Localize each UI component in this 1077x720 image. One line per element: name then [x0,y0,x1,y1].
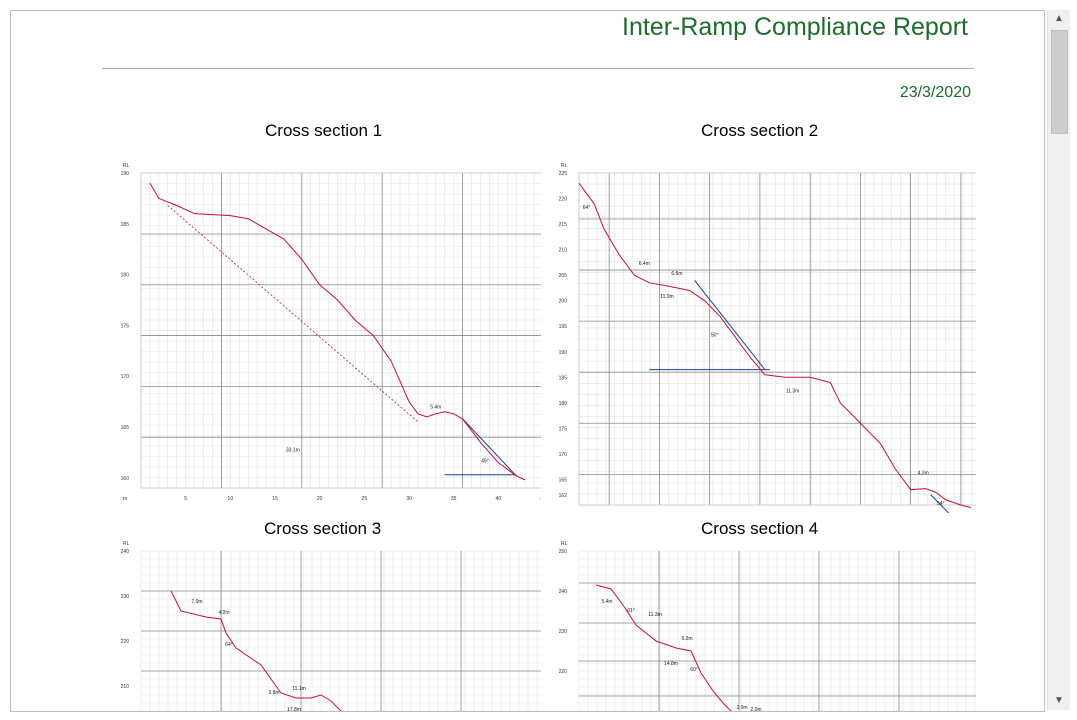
y-tick-label: 205 [559,273,568,279]
y-tick-label: 230 [559,629,568,635]
vertical-scrollbar[interactable]: ▲ ▼ [1047,10,1070,710]
y-tick-label: 215 [559,222,568,228]
y-tick-label: 165 [121,425,130,431]
scroll-down-arrow-icon[interactable]: ▼ [1054,695,1064,706]
measurement-label: 5.4m [430,405,441,411]
report-date: 23/3/2020 [899,84,971,101]
measurement-label: 5.4m [601,599,612,605]
y-tick-label: 180 [121,273,130,279]
x-tick-label: 5 [184,496,187,501]
measurement-label: 33.1m [286,447,300,453]
y-axis-label: RL [561,541,568,547]
y-tick-label: 160 [121,476,130,482]
x-tick-label: 40 [496,496,502,501]
measurement-label: 11.0m [660,294,674,300]
y-tick-label: 185 [559,375,568,381]
y-axis-label: RL [561,163,568,169]
measurement-label: 49° [481,459,489,465]
measurement-label: 61° [627,608,635,614]
measurement-label: 11.3m [786,389,800,395]
x-axis-label: m [123,496,127,501]
x-tick-label: 30 [406,496,412,501]
x-tick-label: 25 [362,496,368,501]
y-tick-label: 210 [559,248,568,254]
profile-series [170,590,342,711]
measurement-label: 6.5m [671,271,682,277]
y-tick-label: 175 [559,426,568,432]
measurement-label: 7.0m [191,599,202,605]
measurement-label: 64° [225,642,233,648]
y-tick-label: 200 [559,299,568,305]
y-tick-label: 225 [559,171,568,177]
cross-section-1-chart: 5 10 15 20 25 30 35 40 45 160 165 170 175 180 185 190 m R… [121,163,541,501]
cross-section-3-chart: RL 210 220 230 240 7.0m 4.2m 64° 3.8m 11.1m 17.8m [121,541,541,711]
measurement-label: 11.1m [292,686,306,692]
profile-series [149,182,526,481]
profile-series [578,182,972,509]
x-tick-label: 10 [228,496,234,501]
y-tick-label: 210 [121,684,130,690]
measurement-line [694,279,766,370]
title-divider [102,68,974,69]
measurement-line [462,418,517,477]
measurement-label: 64° [583,205,591,211]
y-tick-label: 250 [559,549,568,555]
measurement-label: 11.3m [648,612,662,618]
y-tick-label: 240 [559,589,568,595]
measurement-label: 60° [690,667,698,673]
scrollbar-thumb[interactable] [1051,30,1068,134]
cross-section-1-title: Cross section 1 [265,121,383,140]
measurement-line [930,494,950,513]
cross-section-4-chart: RL 220 230 240 250 5.4m 61° 11.3m 5.2m 14.8m 60° 2.… [559,541,976,711]
y-tick-label: 220 [121,639,130,645]
y-tick-label: 230 [121,594,130,600]
y-tick-label: 162 [559,493,568,499]
measurement-label: 4.2m [218,610,229,616]
y-tick-label: 170 [121,374,130,380]
y-tick-label: 195 [559,324,568,330]
y-tick-label: 185 [121,222,130,228]
cross-section-3-title: Cross section 3 [264,519,382,538]
report-page: Inter-Ramp Compliance Report 23/3/2020 C… [10,10,1045,712]
cross-section-2-chart: 5101520253035404550556065707580162165170… [559,163,976,513]
report-title: Inter-Ramp Compliance Report [622,13,968,41]
y-tick-label: 240 [121,549,130,555]
overall-slope-line [167,205,419,423]
y-tick-label: 190 [559,350,568,356]
y-tick-label: 220 [559,669,568,675]
measurement-label: 5.2m [681,636,692,642]
y-tick-label: 165 [559,477,568,483]
measurement-label: 4.3m [918,470,929,476]
y-tick-label: 220 [559,197,568,203]
y-axis-label: RL [123,163,130,169]
cross-section-2-title: Cross section 2 [701,121,819,140]
measurement-label: 50° [711,332,719,338]
x-tick-label: 15 [272,496,278,501]
measurement-label: 54° [937,501,945,507]
cross-section-4-title: Cross section 4 [701,519,819,538]
measurement-label: 17.8m [287,707,301,711]
y-axis-label: RL [123,541,130,547]
measurement-label: 2.0m [736,705,747,711]
measurement-label: 3.8m [268,690,279,696]
measurement-label: 2.0m [750,707,761,711]
x-tick-label: 45 [540,496,541,501]
y-tick-label: 190 [121,171,130,177]
y-tick-label: 170 [559,452,568,458]
y-tick-label: 175 [121,323,130,329]
x-tick-label: 35 [451,496,457,501]
measurement-label: 6.4m [639,261,650,267]
y-tick-label: 180 [559,401,568,407]
scroll-up-arrow-icon[interactable]: ▲ [1054,13,1064,24]
profile-series [595,584,732,711]
x-tick-label: 20 [317,496,323,501]
measurement-label: 14.8m [664,661,678,667]
plot-border [140,172,541,489]
plot-border [578,172,976,506]
